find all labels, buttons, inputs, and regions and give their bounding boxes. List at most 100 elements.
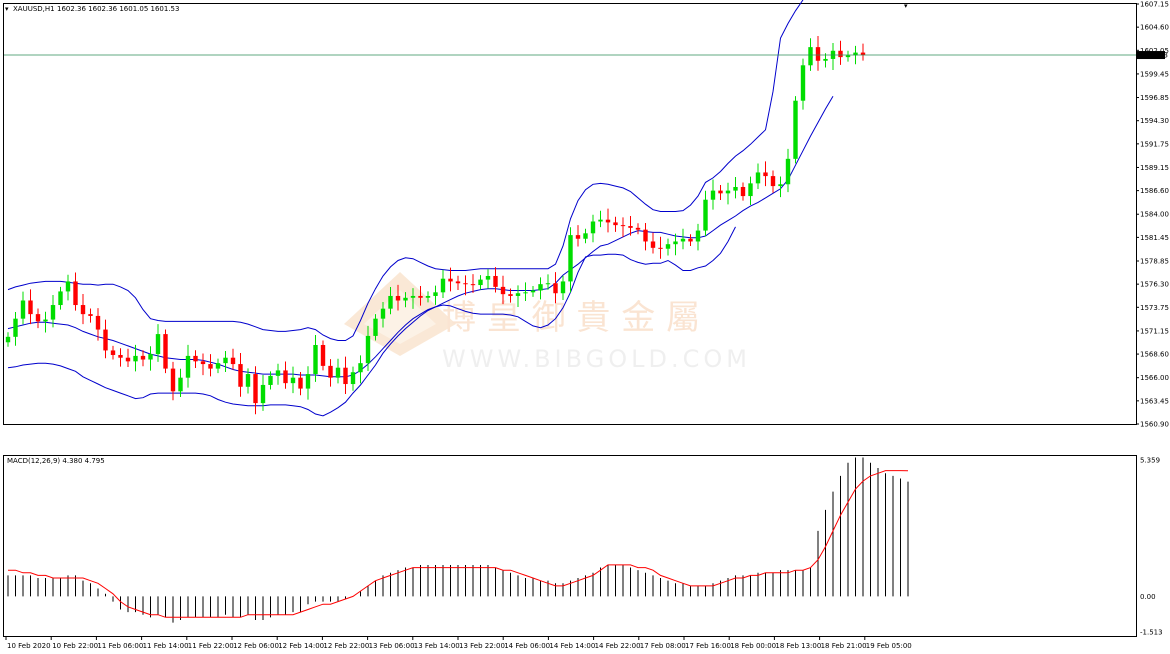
candle-body bbox=[253, 374, 258, 404]
candle bbox=[575, 225, 581, 247]
candle bbox=[463, 275, 468, 296]
y-tick-label: 1568.60 bbox=[1140, 351, 1169, 359]
candle bbox=[725, 182, 731, 205]
candle-body bbox=[665, 244, 671, 249]
candle bbox=[785, 148, 791, 193]
candle-body bbox=[568, 235, 573, 282]
candle-body bbox=[110, 350, 116, 355]
candle-body bbox=[80, 305, 86, 315]
candle-body bbox=[620, 225, 626, 227]
candle bbox=[200, 353, 206, 376]
candle-body bbox=[680, 238, 686, 242]
y-tick-label: 1578.85 bbox=[1140, 257, 1169, 265]
candle bbox=[523, 282, 528, 302]
candle bbox=[478, 275, 483, 290]
candle-body bbox=[838, 50, 843, 58]
candle bbox=[170, 361, 176, 401]
candle bbox=[560, 275, 566, 300]
x-tick-label: 10 Feb 22:00 bbox=[52, 642, 98, 650]
watermark-logo bbox=[344, 272, 456, 356]
candle bbox=[733, 176, 738, 199]
candle-body bbox=[695, 230, 701, 242]
bollinger-upper-band bbox=[7, 0, 804, 341]
candle-body bbox=[673, 241, 678, 245]
candle bbox=[598, 210, 603, 228]
candle-body bbox=[328, 365, 333, 378]
candle-body bbox=[193, 355, 198, 362]
candle bbox=[590, 214, 596, 243]
candle bbox=[815, 36, 821, 71]
candle bbox=[673, 233, 678, 256]
candle bbox=[350, 366, 356, 391]
candle-body bbox=[853, 52, 858, 56]
candle bbox=[800, 58, 806, 110]
candle-body bbox=[178, 377, 183, 392]
candle-body bbox=[845, 55, 851, 58]
candle-body bbox=[703, 199, 708, 231]
scroll-marker[interactable]: ▾ bbox=[904, 2, 908, 10]
candle bbox=[178, 368, 183, 397]
x-tick-label: 11 Feb 06:00 bbox=[97, 642, 143, 650]
candle-body bbox=[425, 295, 431, 298]
candle-body bbox=[88, 314, 93, 316]
candle bbox=[343, 356, 348, 395]
candle bbox=[688, 234, 693, 247]
candle-body bbox=[410, 295, 416, 298]
candle bbox=[740, 182, 746, 201]
candle-body bbox=[493, 275, 498, 287]
candle-body bbox=[275, 370, 281, 376]
candle bbox=[583, 228, 588, 244]
candle-body bbox=[590, 221, 596, 234]
candle-body bbox=[170, 368, 176, 392]
x-tick-label: 18 Feb 21:00 bbox=[821, 642, 867, 650]
candle bbox=[88, 308, 93, 323]
candle-body bbox=[125, 357, 131, 362]
axes-layer: 1607.15 1604.60 1602.05 1599.45 1596.85 1594.… bbox=[5, 1, 1169, 650]
candle bbox=[515, 285, 521, 308]
candle-body bbox=[500, 286, 506, 295]
candle-body bbox=[560, 281, 566, 294]
candle-body bbox=[358, 363, 363, 373]
candle bbox=[823, 53, 828, 68]
candle-body bbox=[643, 229, 648, 242]
candle bbox=[493, 267, 498, 293]
candle-body bbox=[380, 308, 386, 319]
candle bbox=[20, 291, 26, 325]
watermark-en-text: WWW.BIBGOLD.COM bbox=[442, 345, 751, 373]
candle bbox=[545, 274, 551, 290]
candle bbox=[665, 238, 671, 256]
x-tick-label: 17 Feb 16:00 bbox=[685, 642, 731, 650]
x-tick-label: 11 Feb 14:00 bbox=[143, 642, 189, 650]
candle-body bbox=[470, 284, 476, 286]
candle-body bbox=[808, 47, 813, 66]
candle bbox=[365, 325, 371, 371]
candle bbox=[313, 335, 318, 382]
candle bbox=[703, 190, 708, 237]
bollinger-middle-band bbox=[7, 95, 834, 378]
candle bbox=[748, 176, 753, 205]
candle-body bbox=[230, 357, 236, 365]
macd-indicator-label: MACD(12,26,9) 4.380 4.795 bbox=[7, 457, 105, 465]
candle-body bbox=[73, 281, 78, 306]
candle-body bbox=[770, 176, 776, 187]
y-tick-label: 1571.15 bbox=[1140, 327, 1169, 335]
candle-body bbox=[740, 186, 746, 197]
candle-body bbox=[785, 158, 791, 185]
candle-body bbox=[65, 281, 71, 292]
candle bbox=[410, 288, 416, 309]
candle-body bbox=[418, 295, 423, 298]
y-tick-label: 1560.90 bbox=[1140, 421, 1169, 429]
candle bbox=[538, 277, 543, 300]
candle bbox=[530, 285, 536, 297]
candle-body bbox=[283, 370, 288, 384]
candle-body bbox=[50, 305, 56, 320]
macd-panel-frame bbox=[3, 455, 1137, 637]
candle-body bbox=[245, 374, 251, 387]
candle-body bbox=[343, 367, 348, 385]
candle-body bbox=[320, 344, 326, 366]
macd-signal-line bbox=[8, 470, 909, 618]
candle-body bbox=[523, 292, 528, 294]
candle bbox=[305, 366, 311, 400]
candle bbox=[373, 314, 378, 341]
candle bbox=[500, 275, 506, 305]
